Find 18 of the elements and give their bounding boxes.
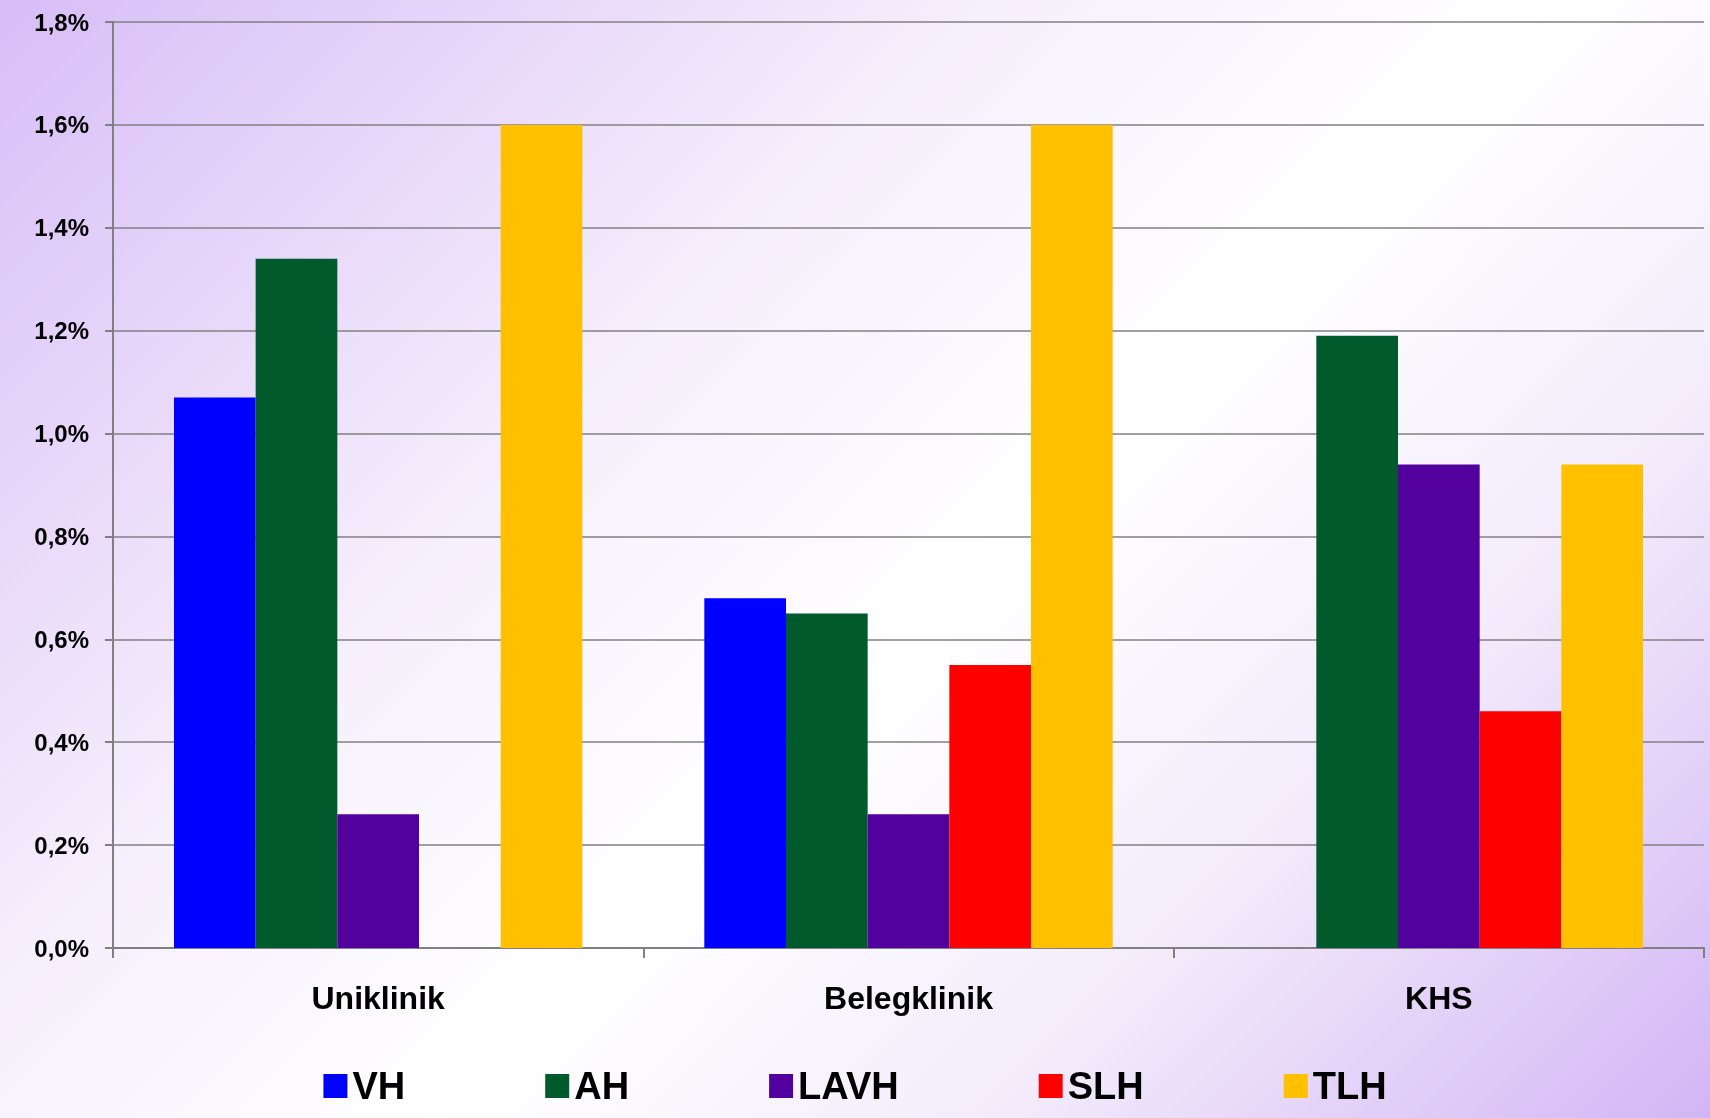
y-tick-label: 0,0%: [34, 934, 89, 962]
y-tick-label: 0,6%: [34, 625, 89, 653]
x-tick-label: Uniklinik: [311, 980, 446, 1016]
y-tick-label: 1,8%: [34, 8, 89, 36]
legend-label: AH: [574, 1065, 630, 1107]
y-tick-label: 1,0%: [34, 420, 89, 448]
y-tick-label: 1,4%: [34, 214, 89, 242]
y-tick-label: 0,2%: [34, 831, 89, 859]
x-tick-label: KHS: [1405, 980, 1473, 1016]
legend-label: SLH: [1067, 1065, 1144, 1107]
y-tick-label: 0,4%: [34, 728, 89, 756]
legend-label: TLH: [1312, 1065, 1387, 1107]
y-tick-label: 0,8%: [34, 522, 89, 550]
legend-label: LAVH: [798, 1065, 899, 1107]
y-tick-label: 1,6%: [34, 111, 89, 139]
y-tick-label: 1,2%: [34, 317, 89, 345]
x-tick-label: Belegklinik: [824, 980, 994, 1016]
legend-label: VH: [352, 1065, 406, 1107]
